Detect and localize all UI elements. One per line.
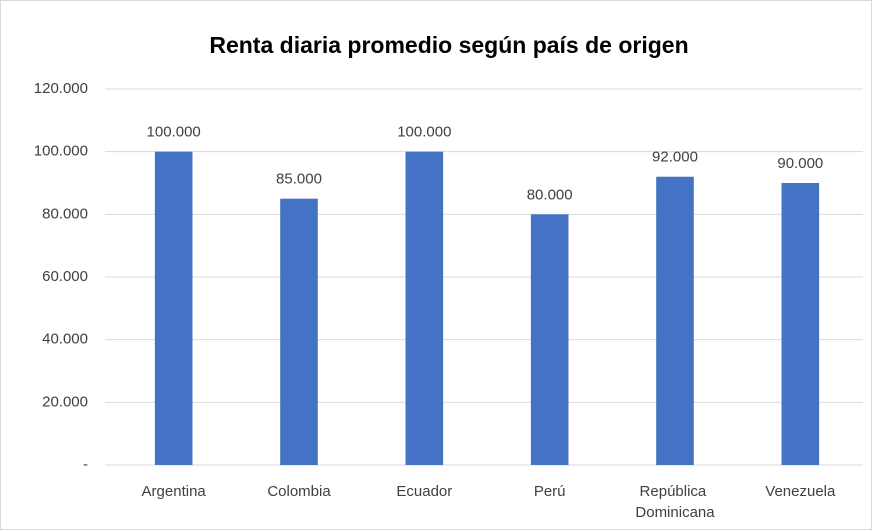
y-tick-label: 80.000	[42, 205, 88, 222]
y-tick-label: 40.000	[42, 331, 88, 348]
x-tick-label: República Dominicana	[635, 483, 715, 521]
bar	[781, 183, 820, 465]
bar	[154, 151, 193, 465]
x-tick-label: Argentina	[142, 483, 207, 500]
data-label: 100.000	[397, 124, 451, 141]
bar	[280, 198, 318, 465]
x-tick-label: Ecuador	[396, 483, 452, 500]
x-tick-label: Perú	[534, 483, 566, 500]
data-label: 90.000	[777, 155, 823, 172]
data-label: 100.000	[147, 124, 201, 141]
x-tick-label: Colombia	[267, 483, 331, 500]
data-label: 85.000	[276, 171, 322, 188]
y-tick-label: 100.000	[34, 143, 88, 160]
y-tick-label: 120.000	[34, 80, 88, 97]
bar	[405, 151, 444, 465]
x-tick-label: Venezuela	[765, 483, 836, 500]
y-tick-label: 60.000	[42, 268, 88, 285]
y-tick-label: -	[83, 456, 88, 473]
y-tick-label: 20.000	[42, 393, 88, 410]
bar	[656, 176, 694, 465]
data-label: 92.000	[652, 149, 698, 166]
data-label: 80.000	[527, 186, 573, 203]
bar	[530, 214, 569, 465]
chart-title: Renta diaria promedio según país de orig…	[209, 32, 688, 58]
